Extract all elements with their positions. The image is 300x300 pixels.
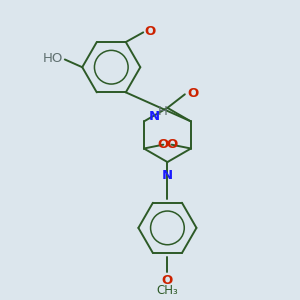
Text: CH₃: CH₃	[157, 284, 178, 297]
Text: H: H	[158, 105, 167, 118]
Text: O: O	[144, 25, 155, 38]
Text: O: O	[166, 138, 178, 151]
Text: N: N	[149, 110, 160, 123]
Text: O: O	[158, 138, 169, 151]
Text: HO: HO	[43, 52, 63, 65]
Text: O: O	[162, 274, 173, 287]
Text: N: N	[162, 169, 173, 182]
Text: O: O	[188, 87, 199, 100]
